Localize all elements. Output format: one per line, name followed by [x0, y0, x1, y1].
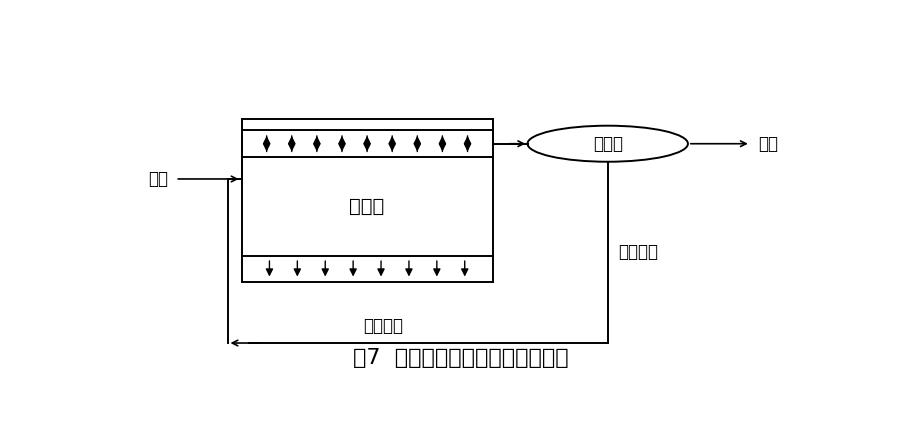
Text: 剩余污泥: 剩余污泥 [618, 244, 658, 262]
Text: 二沉池: 二沉池 [593, 135, 623, 153]
Text: 进水: 进水 [148, 170, 168, 188]
Text: 图7  完全混合活性污泥法工艺流程: 图7 完全混合活性污泥法工艺流程 [354, 348, 569, 368]
Text: 曝气池: 曝气池 [349, 197, 384, 216]
Text: 回流污泥: 回流污泥 [363, 317, 403, 335]
Ellipse shape [527, 126, 688, 162]
Text: 出水: 出水 [758, 135, 778, 153]
Bar [241, 131, 492, 282]
